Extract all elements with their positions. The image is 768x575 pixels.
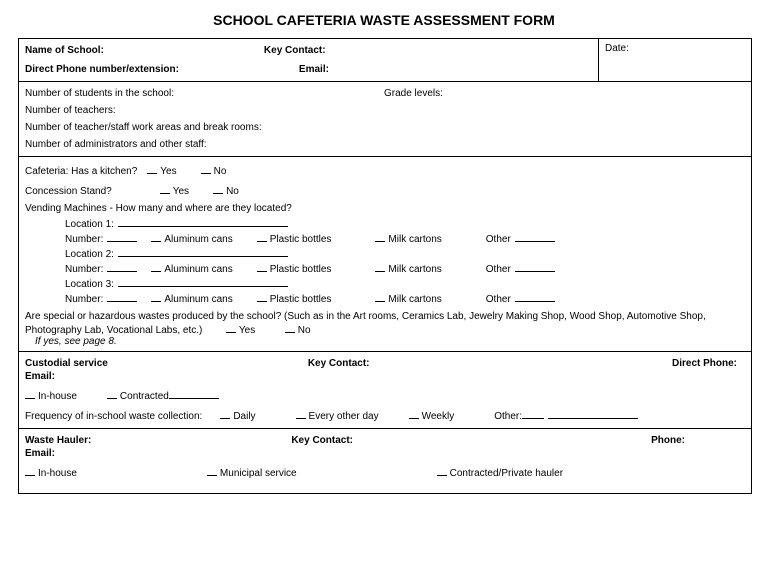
date-label: Date: xyxy=(605,43,629,54)
concession-yes-checkbox[interactable] xyxy=(160,183,170,194)
hauler-municipal-checkbox[interactable] xyxy=(207,465,217,476)
other3-input[interactable] xyxy=(515,291,555,302)
location2-label: Location 2: xyxy=(65,249,114,260)
other1-input[interactable] xyxy=(515,231,555,242)
hazardous-no-checkbox[interactable] xyxy=(285,322,295,333)
plastic3-checkbox[interactable] xyxy=(257,291,267,302)
hauler-key-contact: Key Contact: xyxy=(291,435,353,446)
location3-label: Location 3: xyxy=(65,279,114,290)
num-students-label: Number of students in the school: xyxy=(25,88,174,99)
hazardous-label: Are special or hazardous wastes produced… xyxy=(25,311,706,336)
other2-input[interactable] xyxy=(515,261,555,272)
hauler-phone: Phone: xyxy=(651,435,685,446)
location3-input[interactable] xyxy=(118,276,288,287)
number3-input[interactable] xyxy=(107,291,137,302)
contracted-input[interactable] xyxy=(169,388,219,399)
concession-label: Concession Stand? xyxy=(25,186,112,197)
custodial-section: Custodial service Key Contact: Direct Ph… xyxy=(19,351,751,428)
has-kitchen-label: Cafeteria: Has a kitchen? xyxy=(25,166,137,177)
milk3-checkbox[interactable] xyxy=(375,291,385,302)
direct-phone-label: Direct Phone number/extension: xyxy=(25,64,179,75)
milk2-checkbox[interactable] xyxy=(375,261,385,272)
number1-input[interactable] xyxy=(107,231,137,242)
form-title: SCHOOL CAFETERIA WASTE ASSESSMENT FORM xyxy=(18,12,750,28)
custodial-contracted-checkbox[interactable] xyxy=(107,388,117,399)
no-label: No xyxy=(214,166,227,177)
weekly-checkbox[interactable] xyxy=(409,408,419,419)
hauler-inhouse-checkbox[interactable] xyxy=(25,465,35,476)
hazardous-yes-checkbox[interactable] xyxy=(226,322,236,333)
stats-section: Number of students in the school: Grade … xyxy=(19,81,751,156)
plastic1-checkbox[interactable] xyxy=(257,231,267,242)
number-label: Number: xyxy=(65,234,103,245)
form-container: Name of School: Key Contact: Direct Phon… xyxy=(18,38,752,494)
work-areas-label: Number of teacher/staff work areas and b… xyxy=(25,122,262,133)
hauler-contracted-checkbox[interactable] xyxy=(437,465,447,476)
hauler-title: Waste Hauler: xyxy=(25,435,91,446)
kitchen-yes-checkbox[interactable] xyxy=(147,163,157,174)
name-of-school-label: Name of School: xyxy=(25,45,104,56)
hauler-section: Waste Hauler: Key Contact: Phone: Email:… xyxy=(19,428,751,493)
number2-input[interactable] xyxy=(107,261,137,272)
aluminum2-checkbox[interactable] xyxy=(151,261,161,272)
kitchen-no-checkbox[interactable] xyxy=(201,163,211,174)
aluminum1-checkbox[interactable] xyxy=(151,231,161,242)
plastic2-checkbox[interactable] xyxy=(257,261,267,272)
key-contact-label: Key Contact: xyxy=(264,45,326,56)
aluminum3-checkbox[interactable] xyxy=(151,291,161,302)
inhouse-label: In-house xyxy=(38,391,77,402)
freq-other-input2[interactable] xyxy=(548,408,638,419)
header-section: Name of School: Key Contact: Direct Phon… xyxy=(19,39,751,81)
vending-label: Vending Machines - How many and where ar… xyxy=(25,203,292,214)
custodial-direct-phone: Direct Phone: xyxy=(672,358,737,369)
custodial-inhouse-checkbox[interactable] xyxy=(25,388,35,399)
email-label: Email: xyxy=(299,64,329,75)
yes-label: Yes xyxy=(160,166,176,177)
custodial-email: Email: xyxy=(25,371,55,382)
location2-input[interactable] xyxy=(118,246,288,257)
contracted-label: Contracted xyxy=(120,391,169,402)
admins-label: Number of administrators and other staff… xyxy=(25,139,207,150)
location1-label: Location 1: xyxy=(65,219,114,230)
if-yes-label: If yes, see page 8. xyxy=(25,336,745,347)
location1-input[interactable] xyxy=(118,216,288,227)
daily-checkbox[interactable] xyxy=(220,408,230,419)
hauler-email: Email: xyxy=(25,448,55,459)
custodial-title: Custodial service xyxy=(25,358,108,369)
num-teachers-label: Number of teachers: xyxy=(25,105,116,116)
freq-label: Frequency of in-school waste collection: xyxy=(25,411,202,422)
milk1-checkbox[interactable] xyxy=(375,231,385,242)
concession-no-checkbox[interactable] xyxy=(213,183,223,194)
grade-levels-label: Grade levels: xyxy=(384,88,443,99)
custodial-key-contact: Key Contact: xyxy=(308,358,370,369)
cafeteria-section: Cafeteria: Has a kitchen? Yes No Concess… xyxy=(19,156,751,351)
every-other-checkbox[interactable] xyxy=(296,408,306,419)
freq-other-input1[interactable] xyxy=(522,408,544,419)
